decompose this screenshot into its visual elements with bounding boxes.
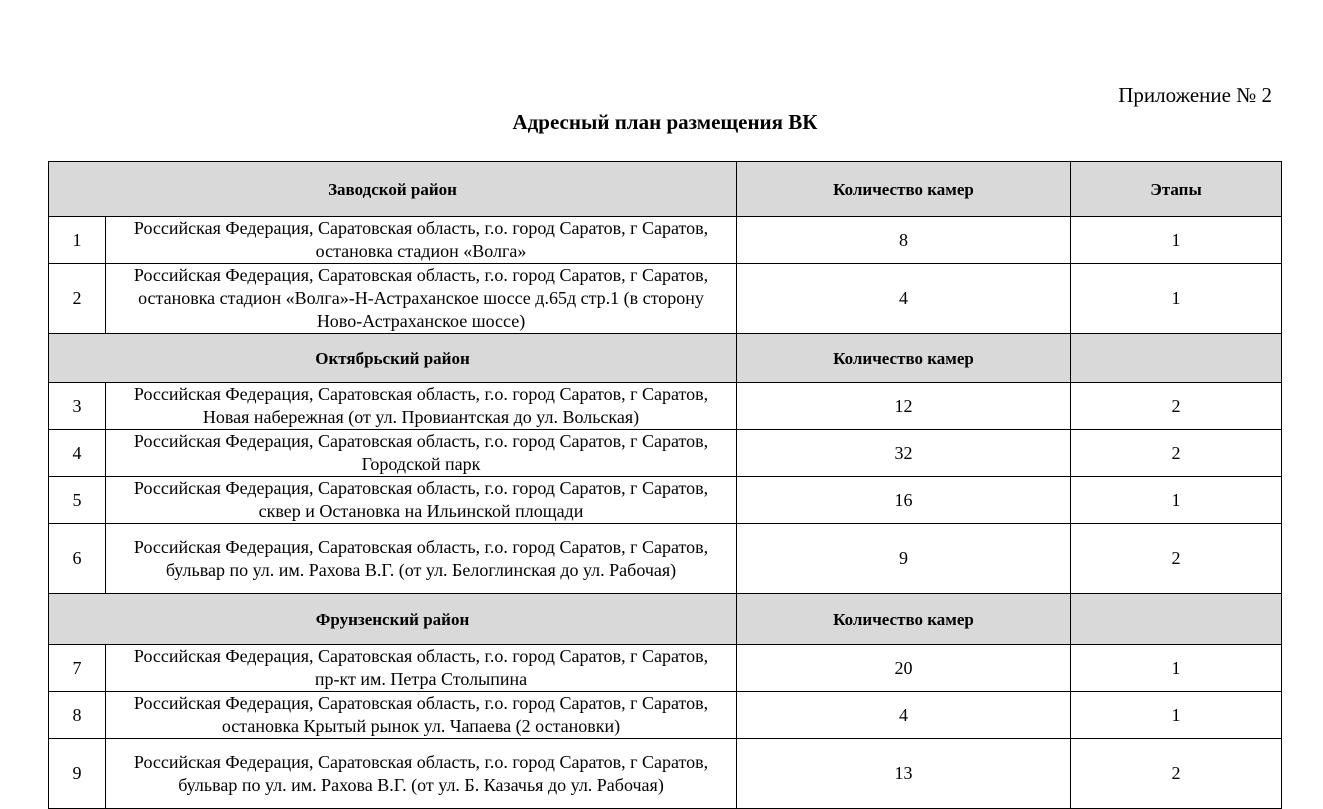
stage: 1	[1070, 476, 1283, 524]
row-number: 3	[48, 382, 106, 430]
camera-count: 12	[736, 382, 1072, 430]
stage: 1	[1070, 691, 1283, 739]
camera-count-header: Количество камер	[736, 161, 1072, 217]
stage: 2	[1070, 382, 1283, 430]
row-number: 5	[48, 476, 106, 524]
camera-count: 9	[736, 523, 1072, 594]
row-number: 2	[48, 263, 106, 334]
district-header-row: Заводской район Количество камер Этапы	[47, 161, 1283, 217]
table-row: 5 Российская Федерация, Саратовская облас…	[48, 476, 1283, 524]
district-name: Заводской район	[47, 161, 738, 217]
camera-count-header: Количество камер	[736, 593, 1072, 645]
address-cell: Российская Федерация, Саратовская област…	[104, 216, 738, 264]
camera-count: 16	[736, 476, 1072, 524]
row-number: 4	[48, 429, 106, 477]
row-number: 6	[48, 523, 106, 594]
document-title: Адресный план размещения ВК	[512, 110, 818, 134]
address-cell: Российская Федерация, Саратовская област…	[104, 644, 738, 692]
camera-count-header: Количество камер	[736, 333, 1072, 383]
table-row: 8 Российская Федерация, Саратовская облас…	[48, 691, 1283, 739]
stage-header: Этапы	[1070, 161, 1283, 217]
stage: 1	[1070, 644, 1283, 692]
district-name: Фрунзенский район	[47, 593, 738, 645]
stage: 1	[1070, 263, 1283, 334]
camera-count: 4	[736, 263, 1072, 334]
annex-label: Приложение № 2	[1118, 83, 1272, 107]
address-cell: Российская Федерация, Саратовская област…	[104, 691, 738, 739]
address-plan-table: Заводской район Количество камер Этапы 1 Рос…	[47, 161, 1283, 809]
address-cell: Российская Федерация, Саратовская област…	[104, 523, 738, 594]
address-cell: Российская Федерация, Саратовская област…	[104, 263, 738, 334]
stage: 2	[1070, 429, 1283, 477]
row-number: 7	[48, 644, 106, 692]
camera-count: 20	[736, 644, 1072, 692]
district-name: Октябрьский район	[47, 333, 738, 383]
stage: 2	[1070, 523, 1283, 594]
camera-count: 13	[736, 738, 1072, 809]
stage-header	[1070, 333, 1283, 383]
address-cell: Российская Федерация, Саратовская област…	[104, 429, 738, 477]
address-cell: Российская Федерация, Саратовская област…	[104, 738, 738, 809]
row-number: 1	[48, 216, 106, 264]
table-row: 4 Российская Федерация, Саратовская облас…	[48, 429, 1283, 477]
row-number: 8	[48, 691, 106, 739]
address-cell: Российская Федерация, Саратовская област…	[104, 382, 738, 430]
table-row: 6 Российская Федерация, Саратовская облас…	[48, 523, 1283, 594]
stage: 1	[1070, 216, 1283, 264]
row-number: 9	[48, 738, 106, 809]
table-row: 9 Российская Федерация, Саратовская облас…	[48, 738, 1283, 809]
camera-count: 4	[736, 691, 1072, 739]
stage-header	[1070, 593, 1283, 645]
district-header-row: Октябрьский район Количество камер	[47, 333, 1283, 383]
table-row: 7 Российская Федерация, Саратовская облас…	[48, 644, 1283, 692]
table-row: 2 Российская Федерация, Саратовская облас…	[48, 263, 1283, 334]
address-cell: Российская Федерация, Саратовская област…	[104, 476, 738, 524]
district-header-row: Фрунзенский район Количество камер	[47, 593, 1283, 645]
stage: 2	[1070, 738, 1283, 809]
camera-count: 32	[736, 429, 1072, 477]
table-row: 3 Российская Федерация, Саратовская облас…	[48, 382, 1283, 430]
camera-count: 8	[736, 216, 1072, 264]
table-row: 1 Российская Федерация, Саратовская облас…	[48, 216, 1283, 264]
